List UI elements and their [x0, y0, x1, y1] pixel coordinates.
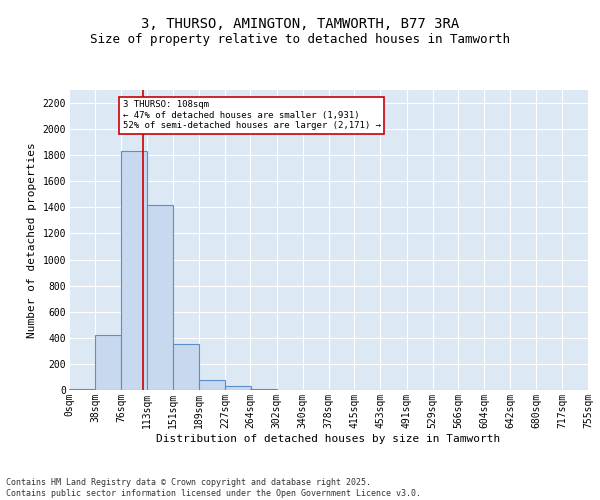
Bar: [69, 388, 95, 390]
Bar: [146, 205, 173, 390]
Bar: [225, 386, 251, 390]
X-axis label: Distribution of detached houses by size in Tamworth: Distribution of detached houses by size …: [157, 434, 500, 444]
Bar: [95, 334, 121, 390]
Text: 3 THURSO: 108sqm
← 47% of detached houses are smaller (1,931)
52% of semi-detach: 3 THURSO: 108sqm ← 47% of detached house…: [122, 100, 380, 130]
Bar: [199, 380, 225, 390]
Bar: [173, 344, 199, 390]
Bar: [250, 388, 277, 390]
Text: Size of property relative to detached houses in Tamworth: Size of property relative to detached ho…: [90, 32, 510, 46]
Text: Contains HM Land Registry data © Crown copyright and database right 2025.
Contai: Contains HM Land Registry data © Crown c…: [6, 478, 421, 498]
Bar: [121, 152, 148, 390]
Text: 3, THURSO, AMINGTON, TAMWORTH, B77 3RA: 3, THURSO, AMINGTON, TAMWORTH, B77 3RA: [141, 18, 459, 32]
Y-axis label: Number of detached properties: Number of detached properties: [27, 142, 37, 338]
